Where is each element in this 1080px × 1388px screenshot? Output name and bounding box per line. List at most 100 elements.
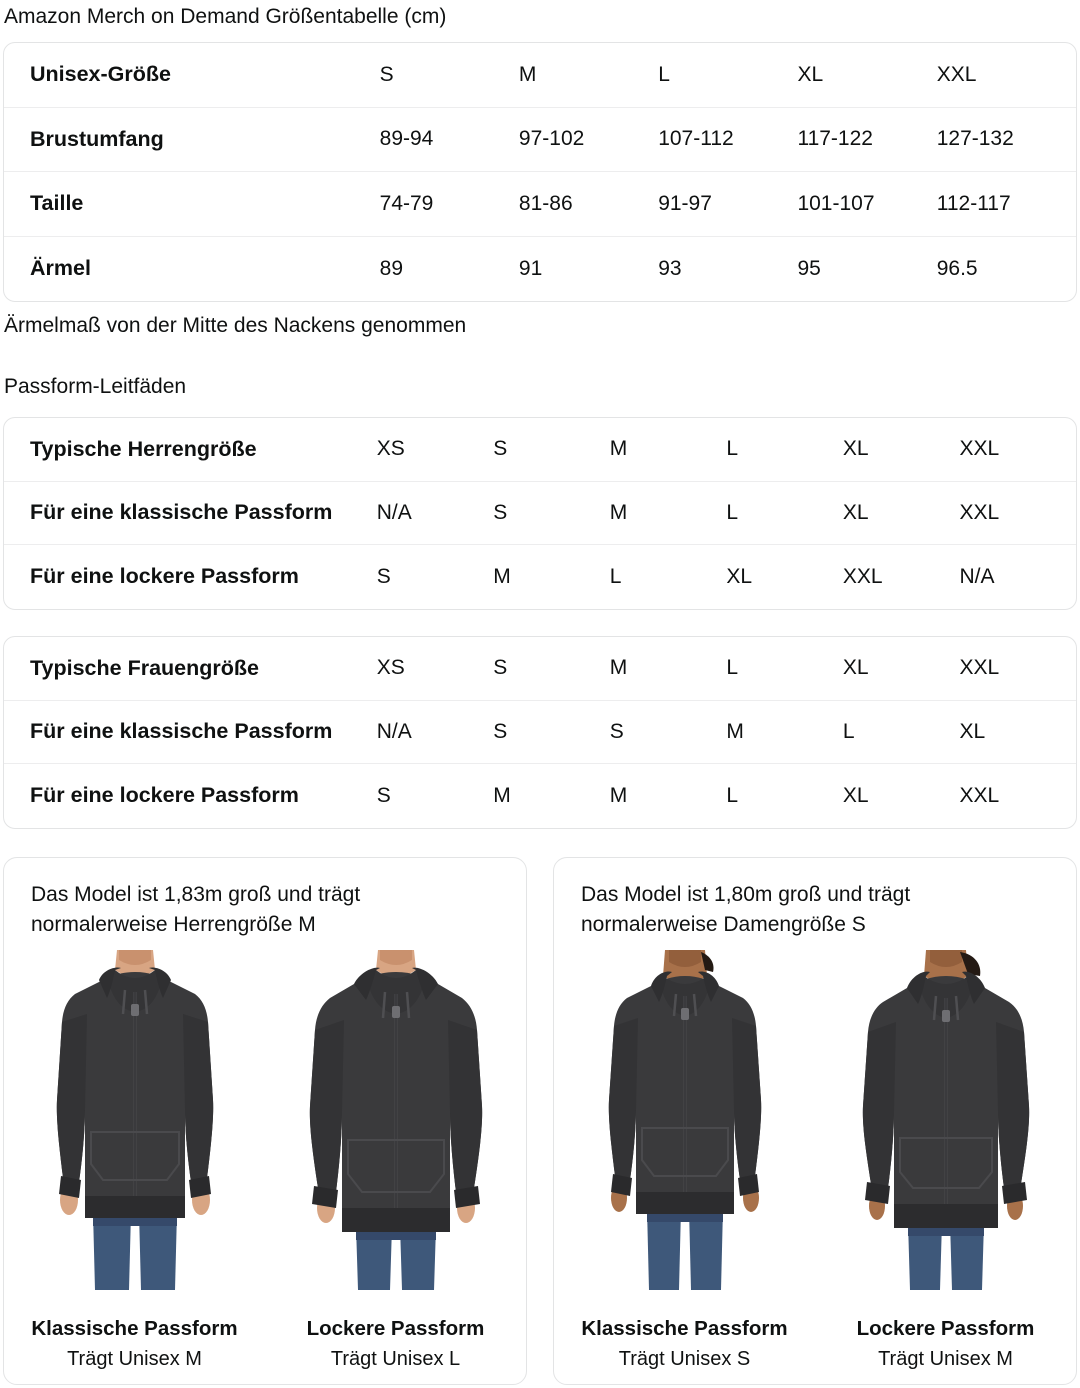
mens-fit-table: Typische Herrengröße XS S M L XL XXL Für… xyxy=(3,417,1077,610)
mens-fit-header-label: Typische Herrengröße xyxy=(30,436,257,461)
mens-header-xl: XL xyxy=(842,437,869,461)
mens-relaxed-fit-label: Für eine lockere Passform xyxy=(30,564,299,589)
womens-fit-labels: Klassische Passform Trägt Unisex S Locke… xyxy=(554,1314,1076,1374)
male-classic-fit-hoodie-illustration xyxy=(34,950,235,1290)
waist-xxl: 112-117 xyxy=(936,191,1011,215)
womens-classic-xxl: XL xyxy=(959,719,986,743)
fit-sub: Trägt Unisex M xyxy=(878,1348,1013,1370)
womens-model-card: Das Model ist 1,80m groß und trägt norma… xyxy=(553,857,1077,1385)
waist-s: 74-79 xyxy=(379,191,434,215)
page-title: Amazon Merch on Demand Größentabelle (cm… xyxy=(4,5,447,28)
fit-name: Klassische Passform xyxy=(581,1317,788,1340)
table-row: Für eine lockere Passform S M L XL XXL N… xyxy=(4,545,1076,609)
chest-s: 89-94 xyxy=(379,127,434,151)
mens-model-caption: Das Model ist 1,83m groß und trägt norma… xyxy=(31,883,361,936)
chest-xl: 117-122 xyxy=(797,127,873,151)
waist-xl: 101-107 xyxy=(797,191,875,215)
sleeve-l: 93 xyxy=(658,256,682,280)
womens-fit-header-label: Typische Frauengröße xyxy=(30,655,259,680)
table-row: Taille 74-79 81-86 91-97 101-107 112-117 xyxy=(4,172,1076,237)
unisex-size-table: Unisex-Größe S M L XL XXL Brustumfang 89… xyxy=(3,42,1077,302)
fit-sub: Trägt Unisex S xyxy=(618,1348,751,1370)
sleeve-xxl: 96.5 xyxy=(936,256,978,280)
womens-relaxed-m: M xyxy=(609,783,628,807)
womens-header-xl: XL xyxy=(842,656,869,680)
table-header-row: Typische Frauengröße XS S M L XL XXL xyxy=(4,637,1076,701)
womens-relaxed-fit-label: Für eine lockere Passform xyxy=(30,783,299,808)
table-row: Ärmel 89 91 93 95 96.5 xyxy=(4,237,1076,302)
mens-header-m: M xyxy=(609,437,628,461)
womens-header-s: S xyxy=(493,656,508,680)
mens-classic-fit-caption: Klassische Passform Trägt Unisex M xyxy=(4,1314,265,1374)
waist-l: 91-97 xyxy=(658,191,712,215)
mens-classic-fit-label: Für eine klassische Passform xyxy=(30,500,333,525)
mens-classic-xl: XL xyxy=(842,500,869,524)
row-label-chest: Brustumfang xyxy=(30,126,164,151)
female-classic-fit-hoodie-illustration xyxy=(584,950,785,1290)
mens-relaxed-xl: XXL xyxy=(842,564,883,588)
chest-xxl: 127-132 xyxy=(936,127,1014,151)
womens-relaxed-xl: XL xyxy=(842,783,869,807)
mens-classic-xs: N/A xyxy=(376,500,412,524)
womens-relaxed-s: M xyxy=(493,783,511,807)
male-relaxed-fit-hoodie-illustration xyxy=(295,950,496,1290)
fit-name: Lockere Passform xyxy=(856,1317,1035,1340)
table-row: Für eine klassische Passform N/A S S M L… xyxy=(4,701,1076,765)
mens-relaxed-xxl: N/A xyxy=(959,564,995,588)
womens-fit-table: Typische Frauengröße XS S M L XL XXL Für… xyxy=(3,636,1077,829)
mens-fit-labels: Klassische Passform Trägt Unisex M Locke… xyxy=(4,1314,526,1374)
womens-classic-m: S xyxy=(609,719,624,743)
fit-name: Klassische Passform xyxy=(31,1317,238,1340)
mens-header-xs: XS xyxy=(376,437,405,461)
sleeve-measurement-note: Ärmelmaß von der Mitte des Nackens genom… xyxy=(4,314,467,337)
size-header-s: S xyxy=(379,62,394,86)
womens-classic-fit-caption: Klassische Passform Trägt Unisex S xyxy=(554,1314,815,1374)
sleeve-s: 89 xyxy=(379,256,404,280)
male-relaxed-fit-hoodie xyxy=(265,950,526,1290)
womens-classic-l: M xyxy=(726,719,744,743)
table-row: Brustumfang 89-94 97-102 107-112 117-122… xyxy=(4,108,1076,172)
female-relaxed-fit-hoodie xyxy=(815,950,1076,1290)
female-relaxed-fit-hoodie-illustration xyxy=(845,950,1046,1290)
size-table-header-label: Unisex-Größe xyxy=(30,62,171,87)
womens-relaxed-xxl: XXL xyxy=(959,783,1000,807)
mens-relaxed-l: XL xyxy=(726,564,753,588)
womens-model-figures xyxy=(554,950,1076,1290)
mens-classic-s: S xyxy=(493,500,508,524)
chest-l: 107-112 xyxy=(658,127,734,151)
womens-header-xxl: XXL xyxy=(959,656,1000,680)
fit-guides-title: Passform-Leitfäden xyxy=(4,375,187,398)
row-label-sleeve: Ärmel xyxy=(30,256,91,281)
mens-model-card: Das Model ist 1,83m groß und trägt norma… xyxy=(3,857,527,1385)
mens-relaxed-m: L xyxy=(609,564,622,588)
mens-header-xxl: XXL xyxy=(959,437,1000,461)
womens-relaxed-fit-caption: Lockere Passform Trägt Unisex M xyxy=(815,1314,1076,1374)
mens-classic-m: M xyxy=(609,500,628,524)
mens-classic-xxl: XXL xyxy=(959,500,1000,524)
womens-header-xs: XS xyxy=(376,656,405,680)
womens-relaxed-l: L xyxy=(726,783,739,807)
table-header-row: Typische Herrengröße XS S M L XL XXL xyxy=(4,418,1076,482)
womens-classic-fit-label: Für eine klassische Passform xyxy=(30,719,333,744)
mens-header-l: L xyxy=(726,437,739,461)
size-header-m: M xyxy=(518,62,537,86)
womens-model-caption: Das Model ist 1,80m groß und trägt norma… xyxy=(581,883,911,936)
sleeve-m: 91 xyxy=(518,256,543,280)
mens-relaxed-fit-caption: Lockere Passform Trägt Unisex L xyxy=(265,1314,526,1374)
mens-relaxed-xs: S xyxy=(376,564,391,588)
womens-header-m: M xyxy=(609,656,628,680)
size-header-l: L xyxy=(658,62,670,86)
row-label-waist: Taille xyxy=(30,191,84,216)
table-row: Für eine lockere Passform S M M L XL XXL xyxy=(4,764,1076,828)
table-header-row: Unisex-Größe S M L XL XXL xyxy=(4,43,1076,108)
womens-classic-s: S xyxy=(493,719,508,743)
size-header-xxl: XXL xyxy=(936,62,977,86)
fit-sub: Trägt Unisex L xyxy=(330,1348,461,1370)
womens-classic-xs: N/A xyxy=(376,719,412,743)
womens-header-l: L xyxy=(726,656,739,680)
table-row: Für eine klassische Passform N/A S M L X… xyxy=(4,482,1076,546)
mens-relaxed-s: M xyxy=(493,564,511,588)
fit-sub: Trägt Unisex M xyxy=(67,1348,202,1370)
fit-name: Lockere Passform xyxy=(306,1317,485,1340)
